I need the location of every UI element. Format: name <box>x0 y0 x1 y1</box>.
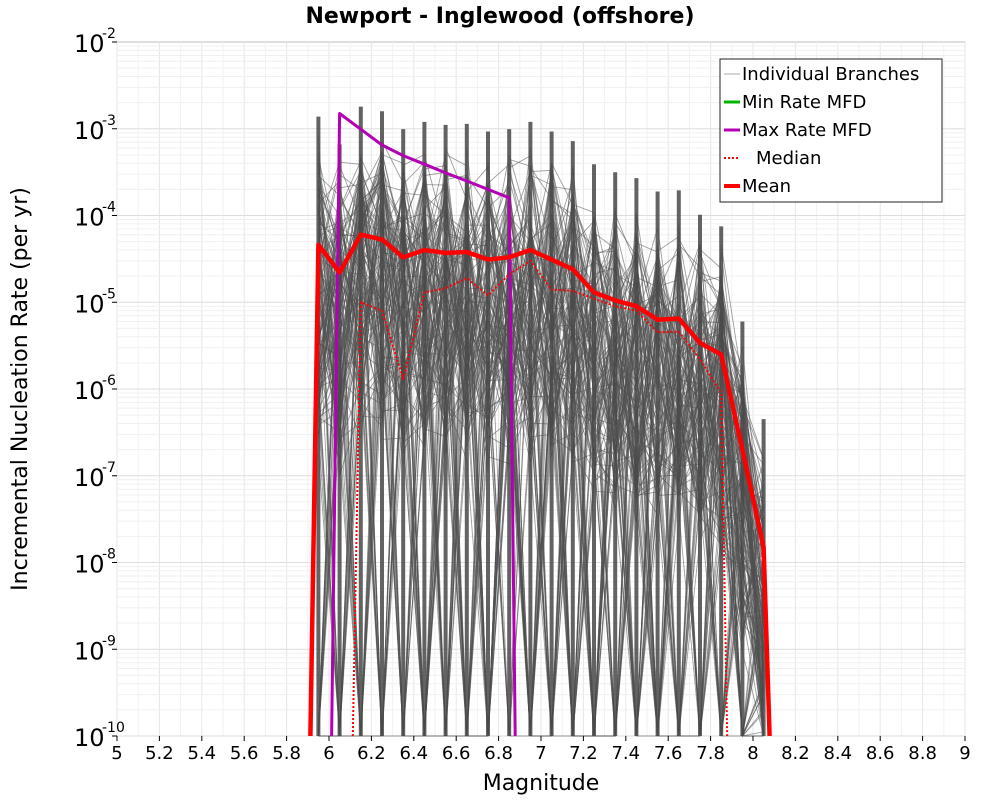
x-tick-label: 8.2 <box>781 743 810 764</box>
x-tick-label: 7.2 <box>569 743 598 764</box>
legend-entry: Mean <box>724 176 791 197</box>
series-mean <box>308 232 772 737</box>
x-tick-label: 6.6 <box>442 743 471 764</box>
axes: 5 5.2 5.4 5.6 5.8 6 6.2 6.4 6.6 6.8 7 7.2 7.4 7.6 7.8 8… <box>74 26 971 764</box>
x-tick-label: 8.8 <box>908 743 937 764</box>
y-tick-base: 10 <box>74 551 105 579</box>
y-tick-exponent: -7 <box>102 460 116 476</box>
branch-line <box>317 136 765 737</box>
branch-line <box>317 153 765 737</box>
x-tick-label: 7.4 <box>611 743 640 764</box>
x-tick-label: 5.8 <box>272 743 301 764</box>
legend-entry: Individual Branches <box>724 64 919 85</box>
x-tick-label: 5.6 <box>230 743 259 764</box>
x-tick-label: 5.2 <box>145 743 174 764</box>
x-tick-label: 8.4 <box>823 743 852 764</box>
branch-line <box>317 169 765 737</box>
branch-line <box>317 194 765 612</box>
branch-line <box>318 154 764 737</box>
x-tick-label: 6.8 <box>484 743 513 764</box>
branch-line <box>318 173 765 737</box>
legend-label: Median <box>756 148 821 169</box>
x-tick-label: 5.4 <box>187 743 216 764</box>
x-tick-label: 8 <box>747 743 758 764</box>
legend-entry: Median <box>724 148 821 169</box>
branch-line <box>318 224 765 737</box>
legend-entry: Max Rate MFD <box>724 120 872 141</box>
x-tick-label: 7.6 <box>654 743 683 764</box>
individual-branches <box>316 106 766 738</box>
x-tick-label: 8.6 <box>866 743 895 764</box>
x-tick-label: 7 <box>535 743 546 764</box>
branch-line <box>318 185 764 737</box>
branch-band <box>316 106 766 738</box>
legend-label: Mean <box>742 176 791 197</box>
y-tick-exponent: -8 <box>102 547 116 563</box>
legend-label: Individual Branches <box>742 64 919 85</box>
y-tick-exponent: -5 <box>102 286 116 302</box>
branch-line <box>317 168 765 737</box>
x-axis-label: Magnitude <box>483 771 600 796</box>
chart-title: Newport - Inglewood (offshore) <box>305 4 694 29</box>
legend: Individual Branches Min Rate MFD Max Rate … <box>719 58 943 203</box>
y-tick-exponent: -2 <box>102 26 116 42</box>
branch-line <box>318 148 764 737</box>
branch-line <box>317 169 765 737</box>
legend-label: Min Rate MFD <box>742 92 866 113</box>
series-median <box>351 259 729 737</box>
y-tick-exponent: -9 <box>102 633 116 649</box>
y-tick-exponent: -4 <box>102 200 116 216</box>
branch-line <box>317 155 765 737</box>
y-tick-base: 10 <box>74 117 105 145</box>
x-tick-label: 6.4 <box>399 743 428 764</box>
branch-line <box>317 185 765 737</box>
y-tick-exponent: -3 <box>102 113 116 129</box>
legend-box <box>719 58 943 203</box>
legend-label: Max Rate MFD <box>742 120 872 141</box>
y-tick-base: 10 <box>74 724 105 752</box>
y-tick-base: 10 <box>74 637 105 665</box>
branch-line <box>317 156 765 737</box>
y-tick-base: 10 <box>74 204 105 232</box>
y-tick-base: 10 <box>74 464 105 492</box>
x-tick-label: 5 <box>111 743 122 764</box>
x-tick-label: 6.2 <box>357 743 386 764</box>
y-tick-exponent: -6 <box>102 373 116 389</box>
y-tick-base: 10 <box>74 290 105 318</box>
series-layer <box>308 112 772 737</box>
y-tick-exponent: -10 <box>102 720 125 736</box>
x-tick-label: 6 <box>323 743 334 764</box>
legend-entry: Min Rate MFD <box>724 92 866 113</box>
y-tick-base: 10 <box>74 377 105 405</box>
branch-line <box>317 173 765 737</box>
y-axis-label: Incremental Nucleation Rate (per yr) <box>8 187 33 591</box>
branch-line <box>318 178 765 737</box>
series-max-rate-mfd <box>330 112 517 737</box>
branch-line <box>318 165 765 737</box>
branch-line <box>317 180 765 737</box>
y-tick-base: 10 <box>74 30 105 58</box>
x-tick-label: 9 <box>959 743 970 764</box>
branch-line <box>317 211 764 737</box>
branch-line <box>317 169 765 737</box>
x-tick-label: 7.8 <box>696 743 725 764</box>
